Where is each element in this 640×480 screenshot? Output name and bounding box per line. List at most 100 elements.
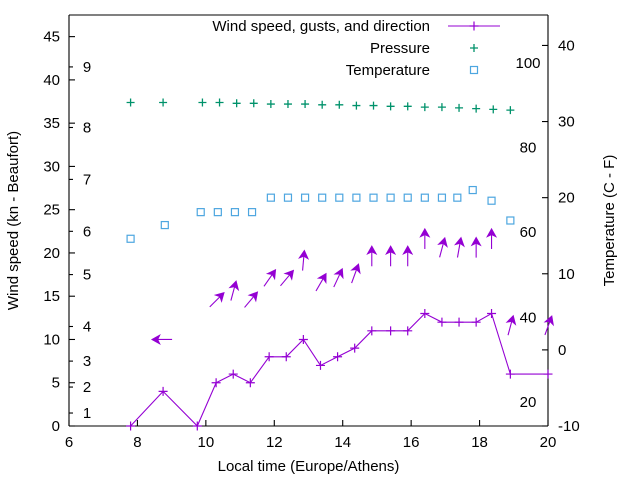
wind-direction-arrow — [350, 263, 361, 284]
wind-direction-arrow — [419, 227, 431, 249]
wind-direction-arrow — [244, 291, 259, 308]
y-left-tick-label: 25 — [43, 202, 60, 219]
fahrenheit-label: 100 — [515, 55, 540, 72]
fahrenheit-label: 60 — [520, 224, 537, 241]
wind-speed-marker — [367, 326, 377, 336]
x-tick-label: 16 — [403, 434, 420, 451]
x-axis-title: Local time (Europe/Athens) — [218, 458, 400, 475]
y-right-tick-label: 20 — [558, 190, 575, 207]
beaufort-label: 2 — [83, 379, 91, 396]
wind-speed-line — [130, 312, 548, 427]
temperature-marker — [230, 208, 240, 217]
temperature-marker — [369, 193, 378, 202]
wind-speed-marker — [454, 317, 464, 327]
temperature-marker — [420, 193, 429, 202]
y-right-tick-label: 0 — [558, 342, 566, 359]
pressure-marker — [386, 102, 395, 111]
temperature-marker — [126, 234, 135, 243]
wind-speed-marker — [471, 317, 481, 327]
wind-direction-arrow — [209, 291, 225, 308]
beaufort-label: 6 — [83, 223, 91, 240]
y-left-tick-label: 5 — [52, 375, 60, 392]
y-right-tick-label: 10 — [558, 266, 575, 283]
temperature-marker — [196, 208, 205, 217]
pressure-marker — [318, 100, 327, 109]
pressure-marker — [472, 104, 481, 113]
pressure-marker — [420, 103, 429, 112]
pressure-marker — [437, 103, 446, 112]
legend-label-wind: Wind speed, gusts, and direction — [212, 18, 430, 35]
temperature-marker — [266, 193, 275, 202]
pressure-marker — [489, 105, 498, 114]
wind-speed-marker — [211, 378, 221, 388]
legend-label-pressure: Pressure — [370, 40, 430, 57]
temperature-marker — [300, 193, 310, 202]
temperature-marker — [386, 193, 395, 202]
temperature-marker — [468, 185, 477, 195]
temperature-marker — [437, 193, 447, 202]
pressure-marker — [301, 100, 310, 109]
wind-speed-marker — [386, 326, 396, 336]
x-tick-label: 10 — [198, 434, 215, 451]
wind-speed-marker — [281, 352, 291, 362]
pressure-marker — [198, 98, 207, 107]
temperature-marker — [352, 193, 361, 202]
temperature-marker — [453, 193, 462, 202]
wind-speed-marker — [403, 326, 413, 336]
pressure-marker — [455, 103, 464, 112]
pressure-marker — [403, 102, 412, 111]
wind-direction-arrow — [402, 245, 414, 267]
y-right-tick-label: -10 — [558, 418, 580, 435]
pressure-marker — [232, 99, 241, 108]
y-left-tick-label: 35 — [43, 115, 60, 132]
wind-direction-arrow — [366, 245, 378, 267]
wind-speed-marker — [333, 352, 343, 362]
pressure-marker — [506, 106, 515, 115]
temperature-marker — [318, 193, 327, 202]
y-left-tick-label: 30 — [43, 158, 60, 175]
beaufort-label: 9 — [83, 59, 91, 76]
x-tick-label: 6 — [65, 434, 73, 451]
beaufort-label: 5 — [83, 267, 91, 284]
temperature-marker — [335, 193, 344, 202]
wind-direction-arrow — [543, 315, 554, 336]
wind-speed-marker — [420, 309, 430, 319]
wind-speed-marker — [298, 334, 308, 344]
temperature-marker — [506, 216, 515, 225]
y-axis-left-title: Wind speed (kn - Beaufort) — [5, 131, 22, 310]
legend-temperature-marker — [469, 65, 479, 75]
wind-direction-arrow — [333, 267, 344, 288]
pressure-marker — [159, 98, 168, 107]
y-left-tick-label: 45 — [43, 29, 60, 46]
wind-speed-marker — [487, 309, 497, 319]
y-right-tick-label: 40 — [558, 37, 575, 54]
x-tick-label: 8 — [133, 434, 141, 451]
temperature-marker — [160, 220, 169, 230]
x-tick-label: 18 — [471, 434, 488, 451]
wind-speed-marker — [315, 360, 325, 370]
wind-direction-arrow — [437, 236, 448, 258]
wind-speed-marker — [245, 378, 255, 388]
pressure-marker — [352, 101, 361, 110]
wind-speed-marker — [505, 369, 515, 379]
wind-direction-arrow — [298, 249, 310, 271]
wind-direction-arrow — [470, 236, 482, 258]
temperature-marker — [487, 196, 496, 205]
y-left-tick-label: 40 — [43, 72, 60, 89]
pressure-marker — [215, 98, 224, 107]
y-right-tick-label: 30 — [558, 114, 575, 131]
wind-direction-arrow — [263, 268, 277, 287]
wind-direction-arrow — [505, 314, 517, 336]
y-left-tick-label: 20 — [43, 245, 60, 262]
fahrenheit-label: 20 — [520, 394, 537, 411]
wind-speed-marker — [228, 369, 238, 379]
pressure-marker — [369, 101, 378, 110]
wind-speed-marker — [158, 386, 168, 396]
beaufort-label: 1 — [83, 405, 91, 422]
y-left-tick-label: 15 — [43, 288, 60, 305]
y-axis-right-title: Temperature (C - F) — [601, 155, 618, 287]
fahrenheit-label: 40 — [520, 309, 537, 326]
pressure-marker — [126, 98, 135, 107]
